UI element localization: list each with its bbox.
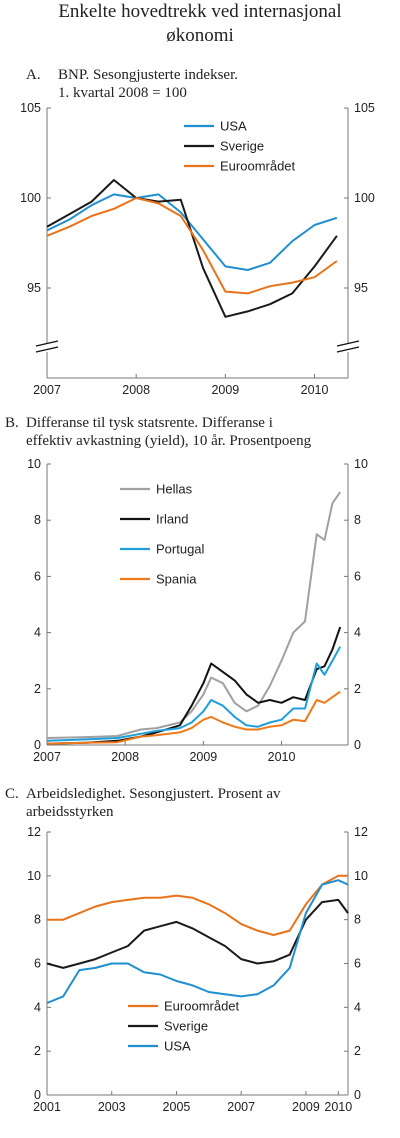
y-tick-label-left: 95 [27,281,41,295]
y-tick-label-right: 105 [354,101,375,115]
panel-c-title-line-2: arbeidsstyrken [26,804,114,820]
y-tick-label-left: 10 [27,457,41,471]
panel-a-title: A. BNP. Sesongjusterte indekser. 1. kvar… [0,66,400,106]
y-tick-label-left: 8 [34,513,41,527]
y-tick-label-right: 12 [354,825,368,839]
y-tick-label-right: 95 [354,281,368,295]
legend-label: Euroområdet [220,159,296,174]
legend-label: Spania [156,572,197,587]
x-tick-label: 2008 [122,383,150,397]
panel-c-title: C. Arbeidsledighet. Sesongjustert. Prose… [0,785,400,825]
legend-label: Portugal [156,542,205,557]
axis-break-gap [40,344,54,352]
y-tick-label-right: 100 [354,191,375,205]
y-tick-label-left: 12 [27,825,41,839]
panel-a-title-line-2: 1. kvartal 2008 = 100 [58,85,187,101]
x-tick-label: 2010 [301,383,329,397]
y-tick-label-right: 2 [354,682,361,696]
y-tick-label-right: 6 [354,957,361,971]
x-tick-label: 2009 [189,750,217,764]
y-tick-label-right: 0 [354,738,361,752]
y-tick-label-left: 10 [27,869,41,883]
y-tick-label-right: 6 [354,569,361,583]
panel-c-title-line-1: Arbeidsledighet. Sesongjustert. Prosent … [26,786,281,802]
series-line-usa [46,193,338,271]
x-tick-label: 2008 [111,750,139,764]
y-tick-label-right: 2 [354,1044,361,1058]
legend-label: Sverige [164,1019,208,1034]
legend-label: Hellas [156,482,193,497]
y-tick-label-right: 8 [354,913,361,927]
y-tick-label-left: 4 [34,626,41,640]
panel-b-label: B. [5,415,19,431]
y-tick-label-right: 10 [354,869,368,883]
y-tick-label-left: 100 [20,191,41,205]
panel-a-title-line-1: BNP. Sesongjusterte indekser. [58,67,238,83]
y-tick-label-left: 6 [34,957,41,971]
y-tick-label-right: 0 [354,1088,361,1102]
axis-break-mark [35,346,59,353]
axis-break-mark [336,340,360,347]
y-tick-label-left: 6 [34,569,41,583]
x-tick-label: 2010 [268,750,296,764]
y-tick-label-right: 8 [354,513,361,527]
panel-b-title-line-1: Differanse til tysk statsrente. Differan… [26,415,273,431]
panel-b-title: B. Differanse til tysk statsrente. Diffe… [0,414,400,454]
x-tick-label: 2007 [33,383,61,397]
panel-a-label: A. [26,67,41,83]
legend-label: Euroområdet [164,999,240,1014]
axis-break-mark [336,346,360,353]
x-tick-label: 2010 [324,1100,352,1114]
y-tick-label-right: 4 [354,626,361,640]
panel-b-title-line-2: effektiv avkastning (yield), 10 år. Pros… [26,433,312,449]
x-tick-label: 2007 [227,1100,255,1114]
y-tick-label-left: 0 [34,738,41,752]
x-tick-label: 2003 [98,1100,126,1114]
series-line-euroområdet [46,197,338,295]
y-tick-label-left: 2 [34,1044,41,1058]
page-title-line-1: Enkelte hovedtrekk ved internasjonal [58,1,342,22]
y-tick-label-right: 4 [354,1000,361,1014]
legend-label: Irland [156,512,189,527]
y-tick-label-left: 2 [34,682,41,696]
legend-label: Sverige [220,139,264,154]
panel-c-label: C. [5,786,19,802]
page-title-line-2: økonomi [166,25,234,46]
series-line-euroområdet [47,874,348,936]
x-tick-label: 2001 [33,1100,61,1114]
x-tick-label: 2005 [163,1100,191,1114]
series-line-hellas [46,491,342,739]
y-tick-label-left: 4 [34,1000,41,1014]
chart-a-gdp: 105 100 95 105 100 95 2007 2008 2009 2010 USA Sveri… [20,101,375,397]
x-tick-label: 2009 [292,1100,320,1114]
legend-label: USA [164,1039,191,1054]
series-line-sverige [46,179,338,318]
legend-label: USA [220,119,247,134]
axis-break-gap [341,344,355,352]
y-tick-label-left: 8 [34,913,41,927]
series-line-spania [46,690,341,745]
y-tick-label-left: 105 [20,101,41,115]
series-line-portugal [46,646,342,742]
x-tick-label: 2007 [33,750,61,764]
y-tick-label-left: 0 [34,1088,41,1102]
y-tick-label-right: 10 [354,457,368,471]
axis-break-mark [35,340,59,347]
series-line-usa [46,879,349,1004]
x-tick-label: 2009 [211,383,239,397]
